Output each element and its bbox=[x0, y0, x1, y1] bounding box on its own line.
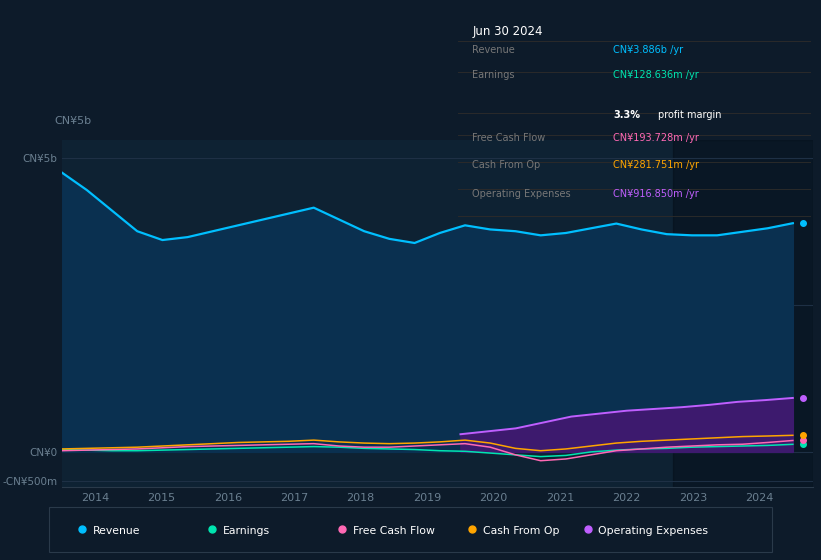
Text: Operating Expenses: Operating Expenses bbox=[472, 189, 571, 199]
Text: Free Cash Flow: Free Cash Flow bbox=[472, 133, 545, 143]
Text: Operating Expenses: Operating Expenses bbox=[599, 526, 709, 536]
Text: Earnings: Earnings bbox=[222, 526, 270, 536]
Text: Cash From Op: Cash From Op bbox=[483, 526, 559, 536]
Text: CN¥916.850m /yr: CN¥916.850m /yr bbox=[613, 189, 699, 199]
Text: Free Cash Flow: Free Cash Flow bbox=[353, 526, 434, 536]
FancyBboxPatch shape bbox=[49, 506, 772, 552]
Text: CN¥128.636m /yr: CN¥128.636m /yr bbox=[613, 70, 699, 80]
Text: CN¥193.728m /yr: CN¥193.728m /yr bbox=[613, 133, 699, 143]
Text: CN¥281.751m /yr: CN¥281.751m /yr bbox=[613, 160, 699, 170]
Text: Revenue: Revenue bbox=[93, 526, 140, 536]
Text: profit margin: profit margin bbox=[658, 110, 721, 120]
Text: Earnings: Earnings bbox=[472, 70, 515, 80]
Bar bbox=[673, 140, 813, 487]
Text: Cash From Op: Cash From Op bbox=[472, 160, 540, 170]
Text: CN¥3.886b /yr: CN¥3.886b /yr bbox=[613, 45, 684, 55]
Text: Revenue: Revenue bbox=[472, 45, 515, 55]
Text: Jun 30 2024: Jun 30 2024 bbox=[472, 25, 543, 38]
Text: CN¥5b: CN¥5b bbox=[54, 116, 91, 126]
Text: 3.3%: 3.3% bbox=[613, 110, 640, 120]
